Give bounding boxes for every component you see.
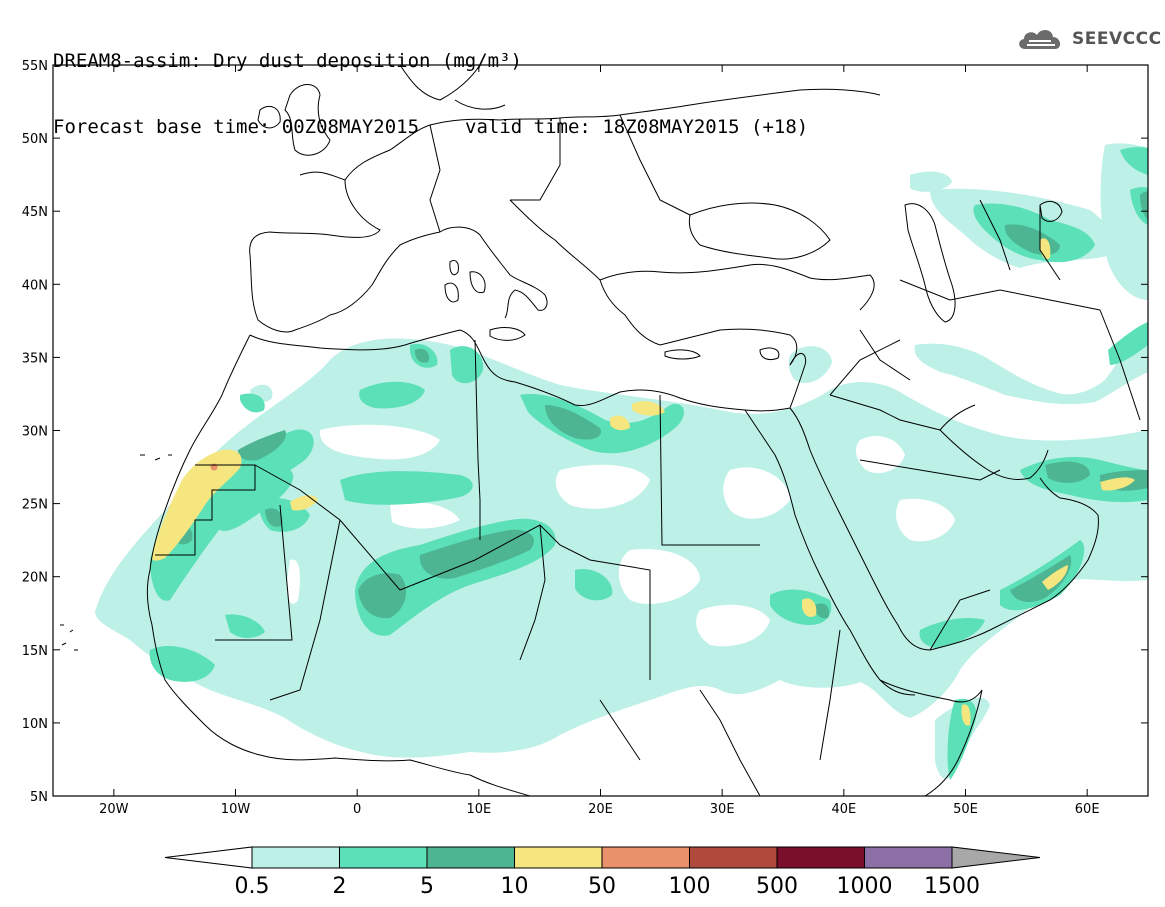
colorbar-box [776,846,865,869]
colorbar-label: 5 [420,874,434,899]
colorbar-legend: 0.5 2 5 10 50 100 500 1000 1500 [164,846,1041,899]
dust-level-high [170,191,1148,619]
lon-tick-label: 0 [353,802,361,817]
colorbar-box [864,846,953,869]
lat-tick-label: 10N [22,717,48,732]
colorbar-label: 500 [756,874,798,899]
lat-tick-label: 50N [22,132,48,147]
lat-tick-label: 15N [22,644,48,659]
map-title: DREAM8-assim: Dry dust deposition (mg/m³… [53,6,808,160]
colorbar-label: 1500 [924,874,980,899]
latitude-axis: 55N 50N 45N 40N 35N 30N 25N 20N 15N 10N 5N [22,59,1148,805]
colorbar-box [514,846,603,869]
cloud-icon [1019,29,1061,49]
title-line-1: DREAM8-assim: Dry dust deposition (mg/m³… [53,50,522,72]
lat-tick-label: 25N [22,498,48,513]
colorbar-box [601,846,690,869]
colorbar-label: 100 [669,874,711,899]
lat-tick-label: 20N [22,571,48,586]
colorbar-box [426,846,515,869]
dust-fields [95,143,1148,796]
colorbar-label: 1000 [837,874,893,899]
longitude-axis: 20W 10W 0 10E 20E 30E 40E 50E 60E [99,65,1100,817]
lon-tick-label: 40E [831,802,856,817]
colorbar-label: 50 [588,874,616,899]
dust-level-very-high [151,238,1135,726]
valid-time: valid time: 18Z08MAY2015 (+18) [465,116,809,138]
forecast-base-time: Forecast base time: 00Z08MAY2015 [53,116,420,138]
colorbar-arrow-high [951,846,1041,869]
dust-free-areas [286,424,1148,796]
lat-tick-label: 45N [22,205,48,220]
colorbar-label: 2 [333,874,347,899]
coastlines-and-borders [60,65,1141,796]
lat-tick-label: 35N [22,351,48,366]
lon-tick-label: 30E [710,802,735,817]
colorbar-arrow-low [164,846,253,869]
lat-tick-label: 5N [30,790,48,805]
lat-tick-label: 30N [22,425,48,440]
lon-tick-label: 10W [221,802,251,817]
lon-tick-label: 10E [466,802,491,817]
seevccc-logo: SEEVCCC [1015,25,1162,53]
lon-tick-label: 20E [588,802,613,817]
colorbar-box [689,846,778,869]
colorbar-label: 10 [501,874,529,899]
lon-tick-label: 50E [953,802,978,817]
lat-tick-label: 40N [22,278,48,293]
lon-tick-label: 60E [1075,802,1100,817]
lon-tick-label: 20W [99,802,129,817]
title-line-2: Forecast base time: 00Z08MAY2015 valid ti… [53,116,808,138]
logo-text: SEEVCCC [1072,29,1162,49]
colorbar-box [339,846,428,869]
colorbar-label: 0.5 [235,874,270,899]
colorbar-box [251,846,340,869]
lat-tick-label: 55N [22,59,48,74]
